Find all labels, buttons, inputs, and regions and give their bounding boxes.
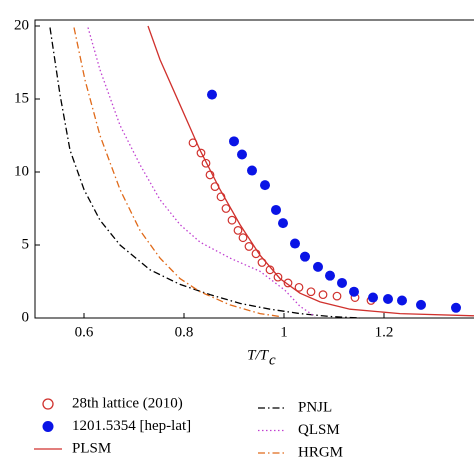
legend-marker <box>42 421 54 432</box>
y-tick-label: 0 <box>22 309 30 325</box>
legend-marker <box>42 398 54 410</box>
legend-label: PNJL <box>298 399 332 415</box>
y-tick-label: 15 <box>14 90 29 106</box>
legend-label: PLSM <box>72 440 111 456</box>
data-point <box>313 261 323 272</box>
data-point <box>451 302 461 313</box>
data-point <box>306 287 316 297</box>
data-point <box>238 233 248 243</box>
data-point <box>244 242 254 251</box>
data-point <box>233 225 243 235</box>
y-tick-label: 5 <box>22 236 30 252</box>
data-point <box>383 294 393 305</box>
data-point <box>227 215 237 225</box>
y-tick-label: 10 <box>14 163 29 179</box>
data-point <box>368 292 378 303</box>
data-line <box>73 27 281 318</box>
data-point <box>273 272 283 282</box>
data-point <box>260 180 270 191</box>
legend: 28th lattice (2010) 1201.5354 [hep-lat] PL… <box>34 395 343 460</box>
data-point <box>278 218 288 229</box>
data-line <box>87 27 316 318</box>
data-point <box>337 277 347 288</box>
data-point <box>247 165 257 176</box>
data-point <box>196 148 206 158</box>
x-tick-label: 1 <box>280 324 288 340</box>
legend-label: 1201.5354 [hep-lat] <box>72 418 191 434</box>
data-point <box>300 251 310 262</box>
data-point <box>325 270 335 281</box>
x-axis-label: T/T <box>247 347 270 363</box>
data-point <box>237 149 247 160</box>
x-axis-label-sub: c <box>269 352 276 368</box>
data-point <box>416 299 426 310</box>
legend-label: 28th lattice (2010) <box>72 395 183 411</box>
legend-label: HRGM <box>298 444 343 460</box>
x-tick-label: 0.6 <box>75 324 94 340</box>
y-tick-label: 20 <box>14 17 29 33</box>
x-tick-label: 1.2 <box>375 324 394 340</box>
legend-label: QLSM <box>298 422 340 438</box>
data-point <box>271 204 281 215</box>
data-point <box>294 282 304 292</box>
data-point <box>207 89 217 100</box>
data-point <box>397 295 407 306</box>
data-point <box>290 238 300 249</box>
data-point <box>229 136 239 147</box>
data-point <box>283 278 293 288</box>
data-point <box>221 204 231 213</box>
data-line <box>49 27 361 319</box>
data-point <box>332 291 342 301</box>
data-line <box>147 25 474 317</box>
x-tick-label: 0.8 <box>175 324 194 340</box>
axis-frame <box>34 19 474 319</box>
data-point <box>201 158 211 168</box>
axes: 0.6 0.8 1 1.2 0 5 10 15 20 <box>14 17 474 340</box>
data-point <box>349 286 359 297</box>
plot-area <box>49 25 474 319</box>
data-point <box>318 290 328 300</box>
